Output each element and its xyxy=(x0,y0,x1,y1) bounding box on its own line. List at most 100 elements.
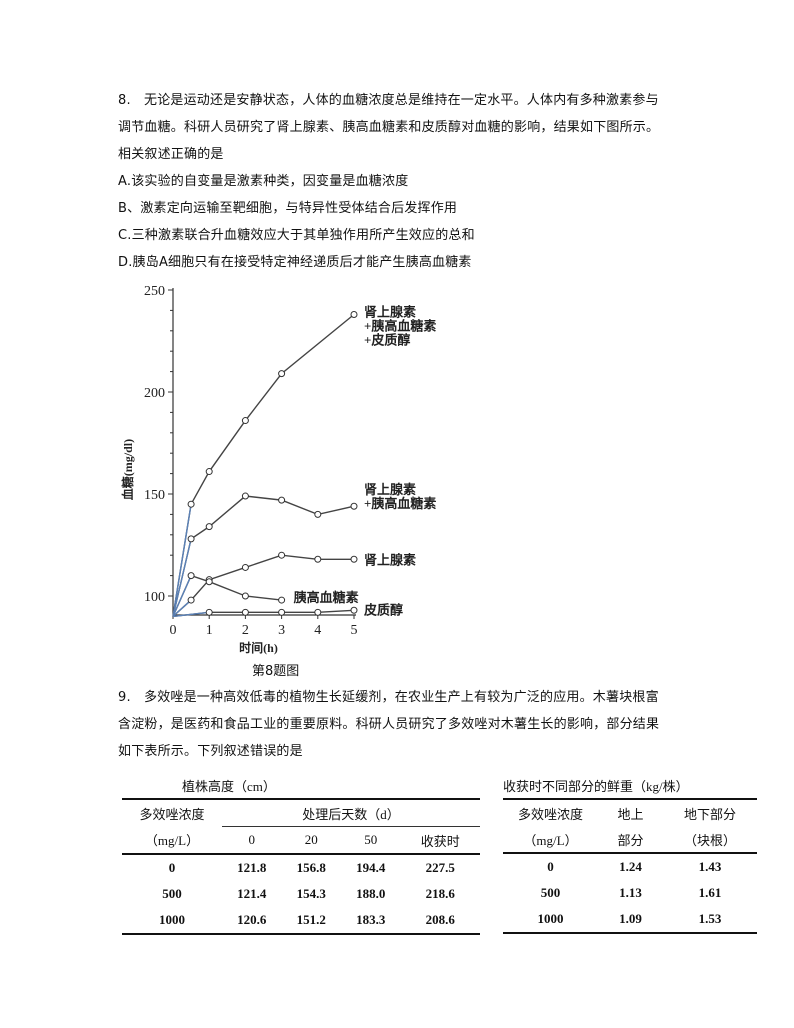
data-point-marker xyxy=(314,510,322,518)
data-point-marker xyxy=(350,310,358,318)
series-line xyxy=(172,574,282,617)
cell: 194.4 xyxy=(356,860,386,875)
data-point-marker xyxy=(278,596,286,604)
plant-height-table: 植株高度（cm） 多效唑浓度 处理后天数（d） （mg/L） 0 20 50 收… xyxy=(122,772,480,935)
x-tick-label: 3 xyxy=(278,623,285,638)
data-point-marker xyxy=(187,500,195,508)
cell: 1.09 xyxy=(619,911,642,926)
q8-option-b: B、激素定向运输至靶细胞，与特异性受体结合后发挥作用 xyxy=(118,201,458,216)
q8-stem-line-1: 8. 无论是运动还是安静状态，人体的血糖浓度总是维持在一定水平。人体内有多种激素… xyxy=(118,93,659,108)
data-point-marker xyxy=(278,608,286,616)
data-point-marker xyxy=(278,370,286,378)
series-line xyxy=(172,313,355,617)
below-header-line2: （块根） xyxy=(683,832,736,848)
data-point-marker xyxy=(205,468,213,476)
x-tick-label: 5 xyxy=(351,623,358,638)
y-tick-label: 150 xyxy=(144,488,165,503)
data-point-marker xyxy=(187,572,195,580)
plant-height-table-title: 植株高度（cm） xyxy=(182,778,276,794)
conc-header-line2: （mg/L） xyxy=(144,833,200,849)
cell: 121.8 xyxy=(237,860,267,875)
data-point-marker xyxy=(241,492,249,500)
conc-header-line1: 多效唑浓度 xyxy=(517,806,583,822)
conc-header-line1: 多效唑浓度 xyxy=(139,806,205,822)
cell: 183.3 xyxy=(356,912,386,927)
data-point-marker xyxy=(241,592,249,600)
data-point-marker xyxy=(278,496,286,504)
cell: 154.3 xyxy=(296,886,326,901)
chart-series xyxy=(172,310,358,618)
table-row: 0 1.24 1.43 xyxy=(503,853,757,880)
series-label: +皮质醇 xyxy=(364,333,410,348)
cell: 1.53 xyxy=(698,911,722,926)
cell: 156.8 xyxy=(296,860,326,875)
cell: 1000 xyxy=(159,912,185,927)
table-row: 1000 120.6 151.2 183.3 208.6 xyxy=(122,907,480,934)
data-point-marker xyxy=(278,551,286,559)
table-row: 500 121.4 154.3 188.0 218.6 xyxy=(122,881,480,907)
data-point-marker xyxy=(187,596,195,604)
cell: 1.24 xyxy=(619,859,642,874)
cell: 1.43 xyxy=(698,859,722,874)
cell: 120.6 xyxy=(237,912,267,927)
fresh-weight-table-title: 收获时不同部分的鲜重（kg/株） xyxy=(503,778,689,794)
col-header: 0 xyxy=(248,832,256,847)
figure-caption: 第8题图 xyxy=(252,664,300,679)
series-label: 肾上腺素 xyxy=(364,482,416,497)
data-point-marker xyxy=(241,417,249,425)
q8-option-a: A.该实验的自变量是激素种类，因变量是血糖浓度 xyxy=(118,174,409,189)
cell: 208.6 xyxy=(425,912,455,927)
y-axis-label: 血糖(mg/dl) xyxy=(120,439,135,500)
data-point-marker xyxy=(314,555,322,563)
x-tick-label: 1 xyxy=(206,623,213,638)
series-label: 皮质醇 xyxy=(363,602,403,617)
conc-header-line2: （mg/L） xyxy=(523,832,578,848)
cell: 227.5 xyxy=(425,860,455,875)
cell: 1000 xyxy=(537,911,564,926)
x-axis-label: 时间(h) xyxy=(239,640,278,655)
cell: 121.4 xyxy=(237,886,267,901)
table-row: 0 121.8 156.8 194.4 227.5 xyxy=(122,854,480,881)
above-header-line1: 地上 xyxy=(617,806,644,822)
data-point-marker xyxy=(350,606,358,614)
cell: 500 xyxy=(162,886,182,901)
x-tick-label: 4 xyxy=(314,623,321,638)
table-row: 1000 1.09 1.53 xyxy=(503,906,757,933)
below-header-line1: 地下部分 xyxy=(683,806,736,822)
series-label: +胰高血糖素 xyxy=(364,319,436,334)
q8-stem-line-2: 调节血糖。科研人员研究了肾上腺素、胰高血糖素和皮质醇对血糖的影响，结果如下图所示… xyxy=(118,120,660,135)
col-header: 50 xyxy=(364,832,378,847)
cell: 0 xyxy=(547,859,554,874)
cell: 1.13 xyxy=(619,885,642,900)
y-tick-label: 250 xyxy=(144,284,165,299)
cell: 0 xyxy=(168,860,176,875)
q8-option-d: D.胰岛A细胞只有在接受特定神经递质后才能产生胰高血糖素 xyxy=(118,255,472,270)
q9-stem-line-1: 9. 多效唑是一种高效低毒的植物生长延缓剂，在农业生产上有较为广泛的应用。木薯块… xyxy=(118,690,659,705)
col-header: 收获时 xyxy=(420,833,460,849)
x-tick-label: 0 xyxy=(170,623,177,638)
q8-option-c: C.三种激素联合升血糖效应大于其单独作用所产生效应的总和 xyxy=(118,228,475,243)
col-header: 20 xyxy=(304,832,318,847)
series-label: 肾上腺素 xyxy=(364,305,416,320)
x-tick-label: 2 xyxy=(242,623,249,638)
data-point-marker xyxy=(187,535,195,543)
fresh-weight-table: 收获时不同部分的鲜重（kg/株） 多效唑浓度 地上 地下部分 （mg/L） 部分… xyxy=(503,772,757,934)
data-point-marker xyxy=(350,502,358,510)
y-tick-label: 100 xyxy=(144,590,165,605)
q9-stem-line-3: 如下表所示。下列叙述错误的是 xyxy=(118,744,303,759)
cell: 500 xyxy=(540,885,561,900)
series-label: 胰高血糖素 xyxy=(294,590,359,605)
chart-axes: 100 150 200 250 0 1 2 3 4 5 时间(h) 血糖(mg/dl) xyxy=(120,284,358,655)
cell: 151.2 xyxy=(296,912,326,927)
data-point-marker xyxy=(350,555,358,563)
table-row: 500 1.13 1.61 xyxy=(503,880,757,906)
data-point-marker xyxy=(241,563,249,571)
cell: 218.6 xyxy=(425,886,455,901)
data-point-marker xyxy=(205,578,213,586)
series-label: 肾上腺素 xyxy=(364,552,416,567)
cell: 188.0 xyxy=(356,886,386,901)
series-label: +胰高血糖素 xyxy=(364,496,436,511)
q8-stem-line-3: 相关叙述正确的是 xyxy=(118,147,224,162)
